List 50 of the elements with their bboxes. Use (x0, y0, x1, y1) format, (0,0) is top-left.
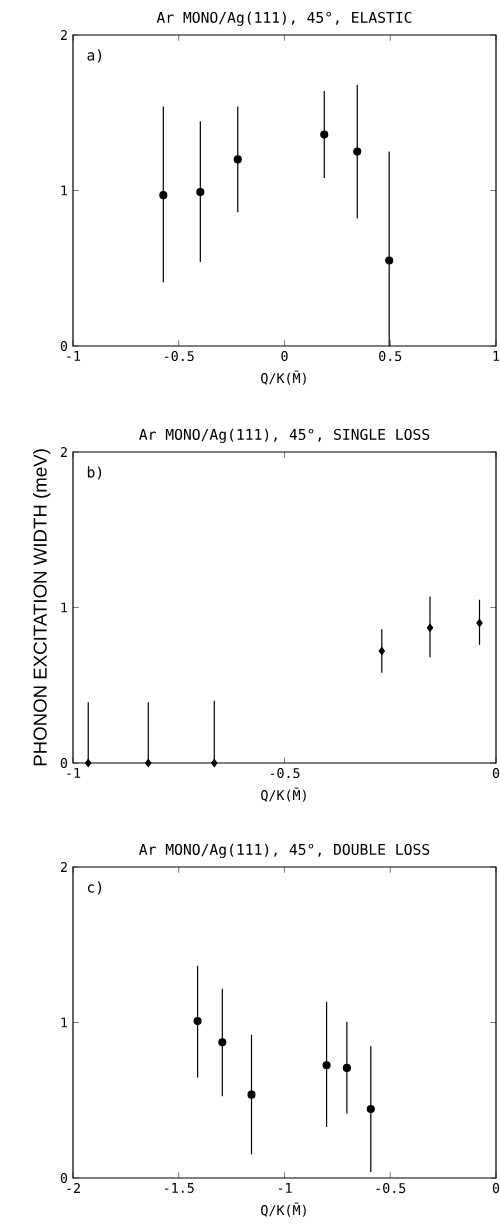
x-tick-label: 1 (493, 351, 500, 361)
y-tick-label: 0 (60, 340, 68, 352)
point (426, 623, 434, 632)
x-tick-label: -1 (67, 351, 81, 361)
annotation: b) (87, 466, 102, 480)
point (85, 758, 92, 768)
x-tick-label: -1 (67, 768, 81, 778)
chart-title: Ar MONO/Ag(111), 45°, SINGLE LOSS (139, 428, 430, 443)
x-tick-label: 0 (492, 768, 500, 779)
y-tick-label: 1 (61, 1017, 68, 1028)
y-tick-label: 2 (60, 30, 67, 40)
y-tick-label: 2 (60, 447, 67, 457)
y-tick-label: 0 (60, 1172, 68, 1184)
point (476, 618, 483, 628)
point (196, 187, 205, 197)
point (385, 256, 394, 265)
point (247, 1090, 256, 1099)
y-axis-title: PHONON EXCITATION WIDTH (meV) (33, 449, 51, 766)
chart-title: Ar MONO/Ag(111), 45°, DOUBLE LOSS (139, 843, 430, 858)
point (159, 191, 168, 200)
x-axis-title: Q/K(M̄) (261, 370, 306, 385)
point (353, 147, 362, 156)
point (366, 1104, 375, 1114)
x-tick-label: 0 (492, 1183, 500, 1194)
point (320, 130, 329, 139)
x-axis-title: Q/K(M̄) (261, 787, 306, 802)
annotation: a) (87, 49, 102, 63)
point (218, 1038, 227, 1047)
annotation: c) (87, 881, 102, 895)
y-tick-label: 1 (61, 602, 68, 613)
chart-title: Ar MONO/Ag(111), 45°, ELASTIC (156, 11, 412, 26)
x-tick-label: -1.5 (165, 1183, 194, 1193)
y-tick-label: 2 (60, 862, 67, 872)
point (342, 1063, 351, 1072)
x-tick-label: -1 (278, 1183, 292, 1193)
x-tick-label: -0.5 (376, 1183, 406, 1194)
x-axis-title: Q/K(M̄) (261, 1202, 306, 1217)
x-tick-label: -2 (67, 1183, 80, 1193)
point (193, 1016, 202, 1026)
point (378, 646, 385, 656)
y-tick-label: 0 (60, 757, 68, 769)
point (211, 758, 218, 768)
x-tick-label: -0.5 (270, 768, 300, 779)
point (145, 758, 152, 768)
x-tick-label: 0.5 (379, 351, 402, 362)
x-tick-label: 0 (281, 351, 288, 362)
y-tick-label: 1 (61, 185, 68, 196)
point (322, 1061, 331, 1070)
point (233, 155, 242, 164)
x-tick-label: -0.5 (165, 351, 194, 362)
